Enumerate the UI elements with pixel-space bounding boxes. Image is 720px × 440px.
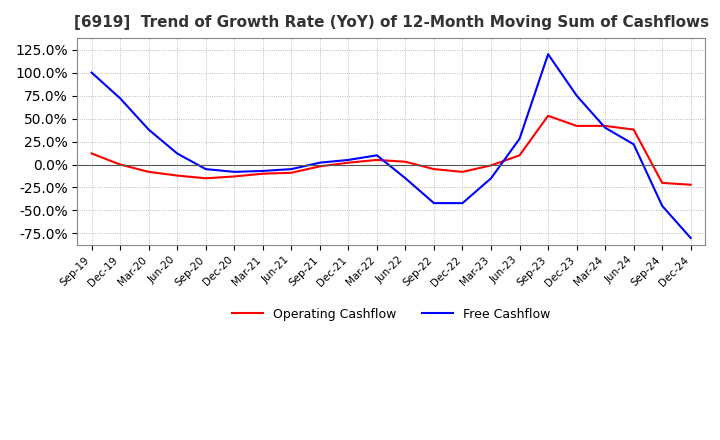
Operating Cashflow: [144, 169, 153, 175]
Operating Cashflow: [116, 162, 125, 167]
Operating Cashflow: [230, 174, 238, 179]
Operating Cashflow: [202, 176, 210, 181]
Free Cashflow: [258, 169, 267, 174]
Operating Cashflow: [458, 169, 467, 175]
Free Cashflow: [487, 176, 495, 181]
Operating Cashflow: [258, 171, 267, 176]
Operating Cashflow: [572, 123, 581, 128]
Legend: Operating Cashflow, Free Cashflow: Operating Cashflow, Free Cashflow: [227, 303, 555, 326]
Operating Cashflow: [516, 153, 524, 158]
Operating Cashflow: [372, 157, 381, 162]
Operating Cashflow: [344, 160, 353, 165]
Free Cashflow: [572, 93, 581, 98]
Operating Cashflow: [401, 159, 410, 165]
Free Cashflow: [516, 136, 524, 141]
Free Cashflow: [116, 95, 125, 101]
Free Cashflow: [430, 201, 438, 206]
Free Cashflow: [202, 166, 210, 172]
Free Cashflow: [144, 127, 153, 132]
Operating Cashflow: [173, 173, 181, 178]
Free Cashflow: [458, 201, 467, 206]
Free Cashflow: [372, 153, 381, 158]
Operating Cashflow: [544, 113, 552, 118]
Operating Cashflow: [315, 164, 324, 169]
Free Cashflow: [658, 203, 667, 209]
Free Cashflow: [287, 166, 296, 172]
Free Cashflow: [344, 157, 353, 162]
Operating Cashflow: [686, 182, 695, 187]
Free Cashflow: [87, 70, 96, 75]
Operating Cashflow: [629, 127, 638, 132]
Free Cashflow: [173, 151, 181, 156]
Title: [6919]  Trend of Growth Rate (YoY) of 12-Month Moving Sum of Cashflows: [6919] Trend of Growth Rate (YoY) of 12-…: [73, 15, 708, 30]
Free Cashflow: [230, 169, 238, 175]
Free Cashflow: [315, 160, 324, 165]
Operating Cashflow: [87, 151, 96, 156]
Operating Cashflow: [430, 166, 438, 172]
Free Cashflow: [600, 125, 609, 130]
Operating Cashflow: [287, 170, 296, 176]
Operating Cashflow: [600, 123, 609, 128]
Operating Cashflow: [658, 180, 667, 186]
Free Cashflow: [629, 142, 638, 147]
Line: Operating Cashflow: Operating Cashflow: [91, 116, 690, 185]
Free Cashflow: [544, 51, 552, 57]
Free Cashflow: [401, 176, 410, 181]
Operating Cashflow: [487, 163, 495, 168]
Free Cashflow: [686, 235, 695, 241]
Line: Free Cashflow: Free Cashflow: [91, 54, 690, 238]
